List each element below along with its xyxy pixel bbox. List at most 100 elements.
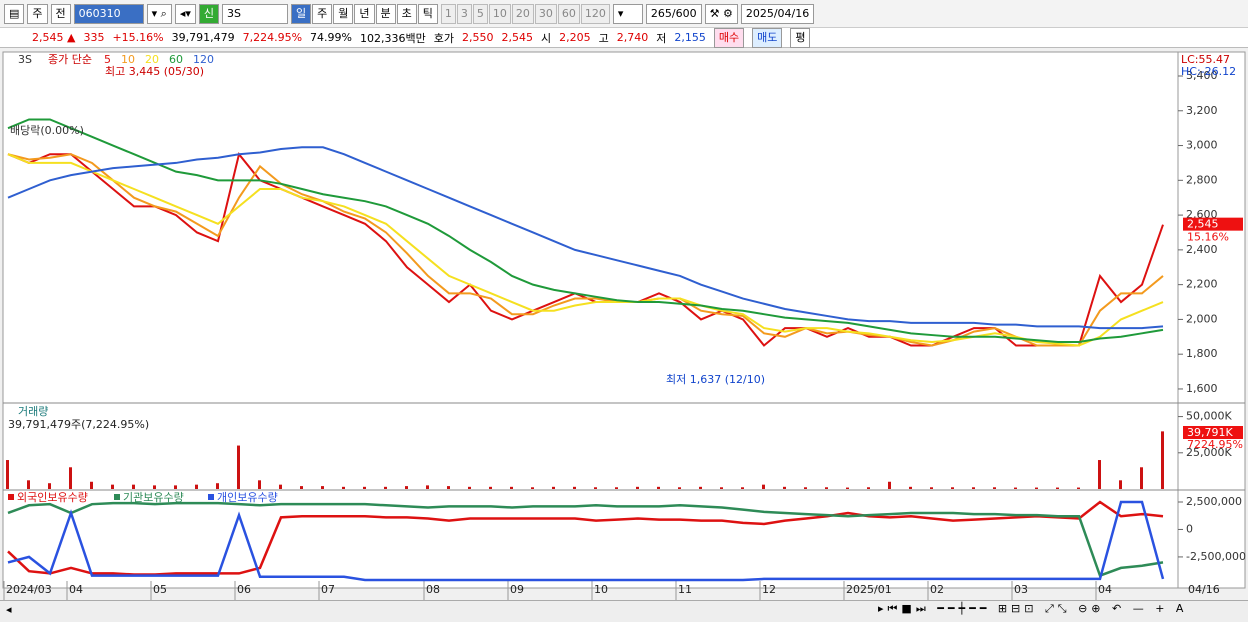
series-line [7, 153, 1164, 347]
volume-bar [216, 483, 219, 489]
y-tick-label: 50,000K [1186, 410, 1232, 423]
x-tick-label: 2024/03 [6, 583, 52, 596]
period-button[interactable]: 월 [333, 3, 354, 24]
x-tick-label: 06 [237, 583, 251, 596]
annotation: HC:-26.12 [1181, 65, 1236, 78]
volume-bar [174, 485, 177, 489]
period-button[interactable]: 틱 [417, 3, 438, 24]
x-tick-label: 02 [930, 583, 944, 596]
y-tick-label: 1,800 [1186, 347, 1218, 360]
volume-bar [1161, 431, 1164, 489]
y-tick-label: 3,200 [1186, 104, 1218, 117]
volume-bar [258, 480, 261, 489]
x-tick-label: 05 [153, 583, 167, 596]
last-rate: 15.16% [1187, 231, 1229, 244]
market[interactable]: 주 [27, 3, 48, 24]
axis-bg [1177, 51, 1246, 589]
period-button[interactable]: 분 [375, 3, 396, 24]
sell-button[interactable]: 매도 [752, 27, 783, 48]
volume-bar [951, 487, 954, 489]
interval-button[interactable]: 1 [440, 3, 456, 24]
volume-bar [468, 486, 471, 489]
volume-bar [1098, 460, 1101, 489]
ratio: 74.99% [310, 31, 352, 44]
volume-bar [321, 486, 324, 489]
volume-bar [804, 487, 807, 489]
count[interactable]: 265/600 [645, 3, 702, 24]
date[interactable]: 2025/04/16 [740, 3, 815, 24]
buy-button[interactable]: 매수 [713, 27, 745, 48]
y-tick-label: 3,000 [1186, 139, 1218, 152]
legend-entry: 개인보유수량 [217, 491, 278, 504]
plot-bg [2, 51, 1179, 589]
series-line [7, 501, 1164, 578]
period-button[interactable]: 초 [396, 3, 417, 24]
annotation: 최저 1,637 (12/10) [666, 373, 765, 386]
avg-button[interactable]: 평 [790, 27, 811, 48]
y-tick-label: 25,000K [1186, 446, 1232, 459]
volume-bar [237, 445, 240, 489]
period-button[interactable]: 일 [291, 3, 312, 24]
volume-bar [153, 485, 156, 489]
last-price: 2,545 [1187, 218, 1219, 231]
bid: 2,545 [501, 31, 533, 44]
legend-entry: 120 [193, 53, 214, 66]
scrollbar: ◂ ▸⏮■⏭ ━━┿━━ ⊞⊟⊡ ⤢⤡ ⊖⊕ ↶ — + A [0, 600, 1248, 622]
search[interactable]: ▾ ⌕ [146, 3, 172, 24]
panel-subtitle: 39,791,479주(7,224.95%) [8, 418, 149, 431]
x-end-label: 04/16 [1188, 583, 1220, 596]
volume-bar [279, 484, 282, 489]
intervals: 1 3 5 10 20 30 60 120 [440, 3, 610, 24]
x-tick-label: 09 [510, 583, 524, 596]
tools[interactable]: ⚒ ⚙ [704, 3, 738, 24]
interval-button[interactable]: 60 [557, 3, 580, 24]
price: 2,545 ▲ [32, 31, 76, 44]
volume-bar [972, 487, 975, 489]
volume-bar [720, 487, 723, 489]
rate: +15.16% [112, 31, 164, 44]
volume-bar [426, 485, 429, 489]
interval-button[interactable]: 20 [511, 3, 534, 24]
scroll-controls[interactable]: ▸⏮■⏭ ━━┿━━ ⊞⊟⊡ ⤢⤡ ⊖⊕ ↶ — + A [878, 602, 1188, 615]
ask: 2,550 [461, 31, 494, 44]
volume-bar [6, 460, 9, 489]
y-tick-label: 2,200 [1186, 278, 1218, 291]
volume-bar [1014, 487, 1017, 489]
interval-button[interactable]: 10 [488, 3, 511, 24]
interval-button[interactable]: 120 [580, 3, 610, 24]
interval-button[interactable]: 3 [456, 3, 472, 24]
high-label: 고 [598, 31, 609, 45]
series-line [7, 500, 1165, 582]
count-max: /600 [671, 6, 697, 20]
volume-bar [384, 486, 387, 489]
volume-bar [300, 486, 303, 489]
y-tick-label: -2,500,000 [1186, 550, 1246, 563]
chart: 1,6001,8002,0002,2002,4002,6002,8003,000… [2, 51, 1246, 600]
volume-bar [888, 481, 891, 489]
open: 2,205 [559, 31, 591, 44]
credit[interactable]: 신 [198, 3, 220, 24]
volume-bar [993, 487, 996, 489]
volume-bar [1140, 467, 1143, 489]
sound[interactable]: ◂▾ [174, 3, 196, 24]
scroll-left[interactable]: ◂ [6, 603, 12, 616]
series-line [7, 146, 1164, 330]
volume-bar [741, 487, 744, 489]
period-button[interactable]: 년 [354, 3, 375, 24]
volume-bar [636, 486, 639, 489]
y-tick-label: 2,500,000 [1186, 495, 1242, 508]
last-price-box [1183, 217, 1243, 231]
code-input[interactable]: 060310 [73, 3, 144, 24]
interval-button[interactable]: 5 [472, 3, 488, 24]
volume-bar [69, 467, 72, 489]
menu-button[interactable]: ▤ [4, 3, 25, 24]
volume-bar [531, 487, 534, 489]
volume-bar [405, 486, 408, 489]
open-label: 시 [540, 31, 552, 45]
kind[interactable]: 전 [50, 3, 71, 24]
period-button[interactable]: 주 [312, 3, 333, 24]
blank: ▾ [612, 3, 643, 24]
volume-bar [447, 486, 450, 489]
interval-button[interactable]: 30 [534, 3, 557, 24]
legend-entry: 외국인보유수량 [17, 491, 88, 504]
